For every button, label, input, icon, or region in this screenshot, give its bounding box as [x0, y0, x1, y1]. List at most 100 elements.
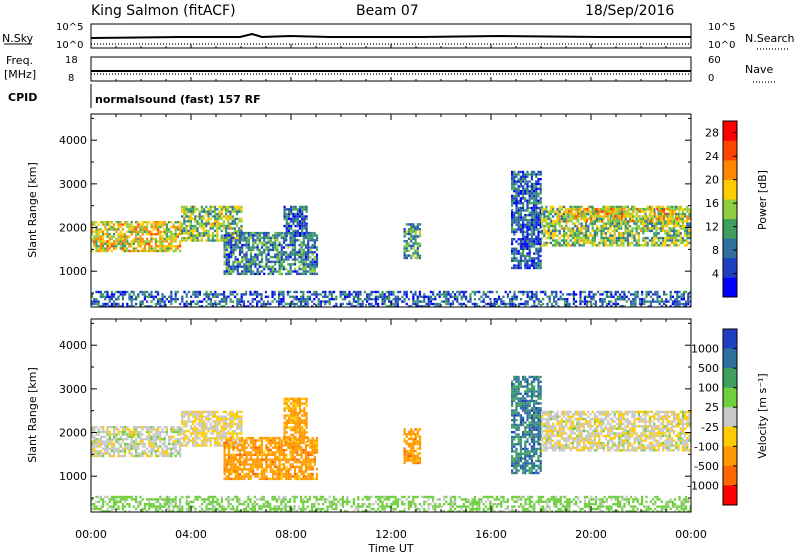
range-cell — [168, 235, 171, 238]
range-cell — [154, 302, 157, 306]
range-cell — [414, 256, 417, 260]
range-cell — [465, 290, 468, 294]
range-cell — [214, 212, 217, 216]
range-cell — [591, 222, 594, 225]
range-cell — [495, 290, 498, 294]
range-cell — [263, 272, 266, 276]
range-cell — [183, 439, 186, 442]
range-cell — [135, 240, 138, 243]
range-cell — [187, 290, 190, 294]
range-cell — [602, 229, 605, 233]
range-cell — [236, 272, 239, 276]
range-cell — [579, 302, 582, 306]
range-cell — [313, 234, 316, 237]
range-cell — [183, 444, 186, 447]
range-cell — [520, 290, 523, 294]
range-cell — [229, 217, 232, 221]
range-cell — [541, 224, 544, 228]
range-cell — [522, 233, 525, 236]
range-cell — [675, 205, 678, 209]
range-cell — [196, 229, 199, 233]
range-cell — [152, 225, 155, 229]
range-cell — [222, 429, 225, 433]
range-cell — [530, 242, 533, 246]
range-cell — [306, 295, 309, 298]
range-cell — [539, 214, 542, 217]
range-cell — [128, 228, 131, 231]
range-cell — [128, 293, 131, 296]
range-cell — [231, 293, 234, 296]
range-cell — [205, 222, 208, 225]
range-cell — [304, 302, 307, 306]
range-cell — [574, 229, 577, 233]
range-cell — [305, 208, 308, 211]
range-cell — [282, 298, 285, 301]
range-cell — [616, 215, 619, 218]
range-cell — [97, 247, 100, 250]
range-cell — [515, 192, 518, 195]
range-cell — [211, 432, 214, 435]
range-cell — [656, 298, 659, 301]
range-cell — [574, 205, 577, 209]
range-cell — [212, 302, 215, 306]
range-cell — [533, 194, 536, 198]
range-cell — [117, 228, 120, 231]
range-cell — [231, 300, 234, 303]
range-cell — [608, 295, 611, 298]
range-cell — [245, 236, 248, 240]
range-cell — [102, 426, 105, 429]
range-cell — [421, 295, 424, 298]
range-cell — [511, 228, 514, 231]
range-cell — [519, 257, 522, 260]
range-cell — [528, 194, 531, 198]
range-cell — [526, 290, 529, 294]
range-cell — [267, 265, 270, 268]
range-cell — [106, 235, 109, 238]
range-cell — [635, 212, 638, 216]
range-cell — [528, 298, 531, 301]
range-cell — [511, 300, 514, 303]
range-cell — [664, 239, 667, 242]
range-cell — [456, 295, 459, 298]
range-cell — [662, 220, 665, 223]
range-cell — [245, 246, 248, 249]
range-cell — [644, 222, 647, 225]
range-cell — [611, 239, 614, 242]
range-cell — [652, 300, 655, 303]
range-cell — [416, 247, 419, 250]
range-cell — [524, 180, 527, 183]
range-cell — [412, 254, 415, 257]
range-cell — [300, 267, 303, 271]
range-cell — [106, 426, 109, 429]
range-cell — [260, 253, 264, 256]
range-cell — [119, 230, 122, 233]
range-cell — [608, 302, 611, 306]
range-cell — [189, 413, 192, 416]
range-cell — [113, 225, 116, 229]
range-cell — [574, 215, 577, 218]
range-cell — [113, 233, 116, 236]
range-cell — [396, 298, 399, 301]
range-cell — [658, 302, 661, 306]
range-cell — [568, 212, 571, 216]
range-cell — [113, 242, 116, 245]
range-cell — [586, 302, 589, 306]
range-cell — [137, 442, 140, 446]
range-cell — [143, 240, 146, 243]
range-cell — [649, 215, 652, 218]
range-cell — [110, 295, 113, 298]
range-cell — [223, 295, 226, 298]
range-cell — [676, 300, 679, 303]
range-cell — [152, 442, 155, 446]
range-cell — [194, 210, 197, 213]
range-cell — [458, 293, 461, 296]
range-cell — [157, 450, 160, 453]
range-cell — [232, 470, 235, 473]
range-cell — [576, 227, 579, 230]
range-cell — [203, 441, 206, 445]
range-cell — [249, 234, 253, 237]
range-cell — [181, 417, 184, 421]
range-cell — [552, 229, 555, 233]
range-cell — [192, 290, 195, 294]
range-cell — [571, 229, 574, 233]
